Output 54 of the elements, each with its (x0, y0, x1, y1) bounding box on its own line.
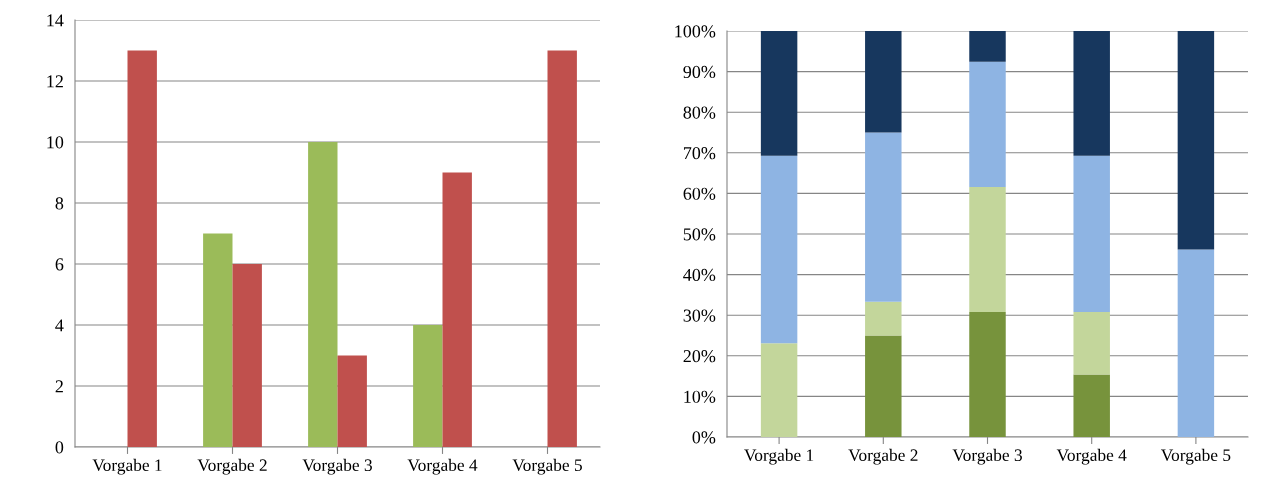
bar (969, 311, 1006, 437)
x-tick-label: Vorgabe 5 (512, 458, 582, 475)
y-tick-label: 20% (683, 350, 716, 363)
x-tick-label: Vorgabe 3 (952, 448, 1022, 465)
x-tick-label: Vorgabe 1 (92, 458, 162, 475)
bar (865, 132, 902, 302)
y-tick-label: 70% (683, 147, 716, 160)
bar (1073, 155, 1110, 312)
y-tick-label: 4 (55, 319, 64, 332)
y-tick-label: 30% (683, 309, 716, 322)
x-tick-label: Vorgabe 2 (197, 458, 267, 475)
bar (547, 50, 577, 447)
x-tick-label: Vorgabe 5 (1160, 448, 1231, 465)
y-tick-label: 60% (683, 187, 716, 200)
y-tick-label: 0% (692, 431, 716, 444)
bar (127, 50, 157, 447)
y-tick-label: 10 (47, 136, 64, 149)
x-tick-label: Vorgabe 1 (744, 448, 814, 465)
bar (865, 335, 902, 437)
bar (760, 343, 798, 437)
x-tick-label: Vorgabe 4 (1056, 448, 1127, 465)
bar (969, 31, 1006, 62)
bar (1073, 311, 1110, 375)
bar (865, 301, 902, 336)
bar (1073, 31, 1110, 156)
bar (308, 142, 338, 447)
y-tick-label: 0 (55, 441, 64, 454)
bar (1177, 31, 1215, 250)
y-tick-label: 100% (675, 25, 716, 38)
y-tick-label: 40% (683, 268, 716, 282)
bar (232, 264, 262, 447)
y-tick-label: 8 (55, 197, 64, 210)
bar (969, 186, 1006, 312)
bar (1177, 249, 1215, 437)
y-tick-label: 90% (683, 65, 716, 79)
y-tick-label: 2 (55, 380, 63, 393)
bar (760, 155, 798, 344)
bar (1073, 374, 1110, 437)
x-tick-label: Vorgabe 2 (848, 448, 918, 465)
bar (760, 31, 798, 156)
y-tick-label: 12 (47, 75, 63, 88)
y-tick-label: 10% (684, 390, 716, 403)
y-tick-label: 14 (47, 14, 64, 27)
y-tick-label: 80% (683, 106, 716, 119)
y-tick-label: 6 (55, 258, 64, 271)
bar (865, 31, 902, 133)
bar (203, 233, 233, 447)
y-tick-label: 50% (683, 228, 716, 241)
bar (442, 172, 472, 447)
bar (337, 355, 367, 447)
x-tick-label: Vorgabe 4 (407, 458, 478, 475)
bar (413, 325, 443, 447)
x-tick-label: Vorgabe 3 (302, 458, 372, 475)
bar (969, 61, 1006, 187)
